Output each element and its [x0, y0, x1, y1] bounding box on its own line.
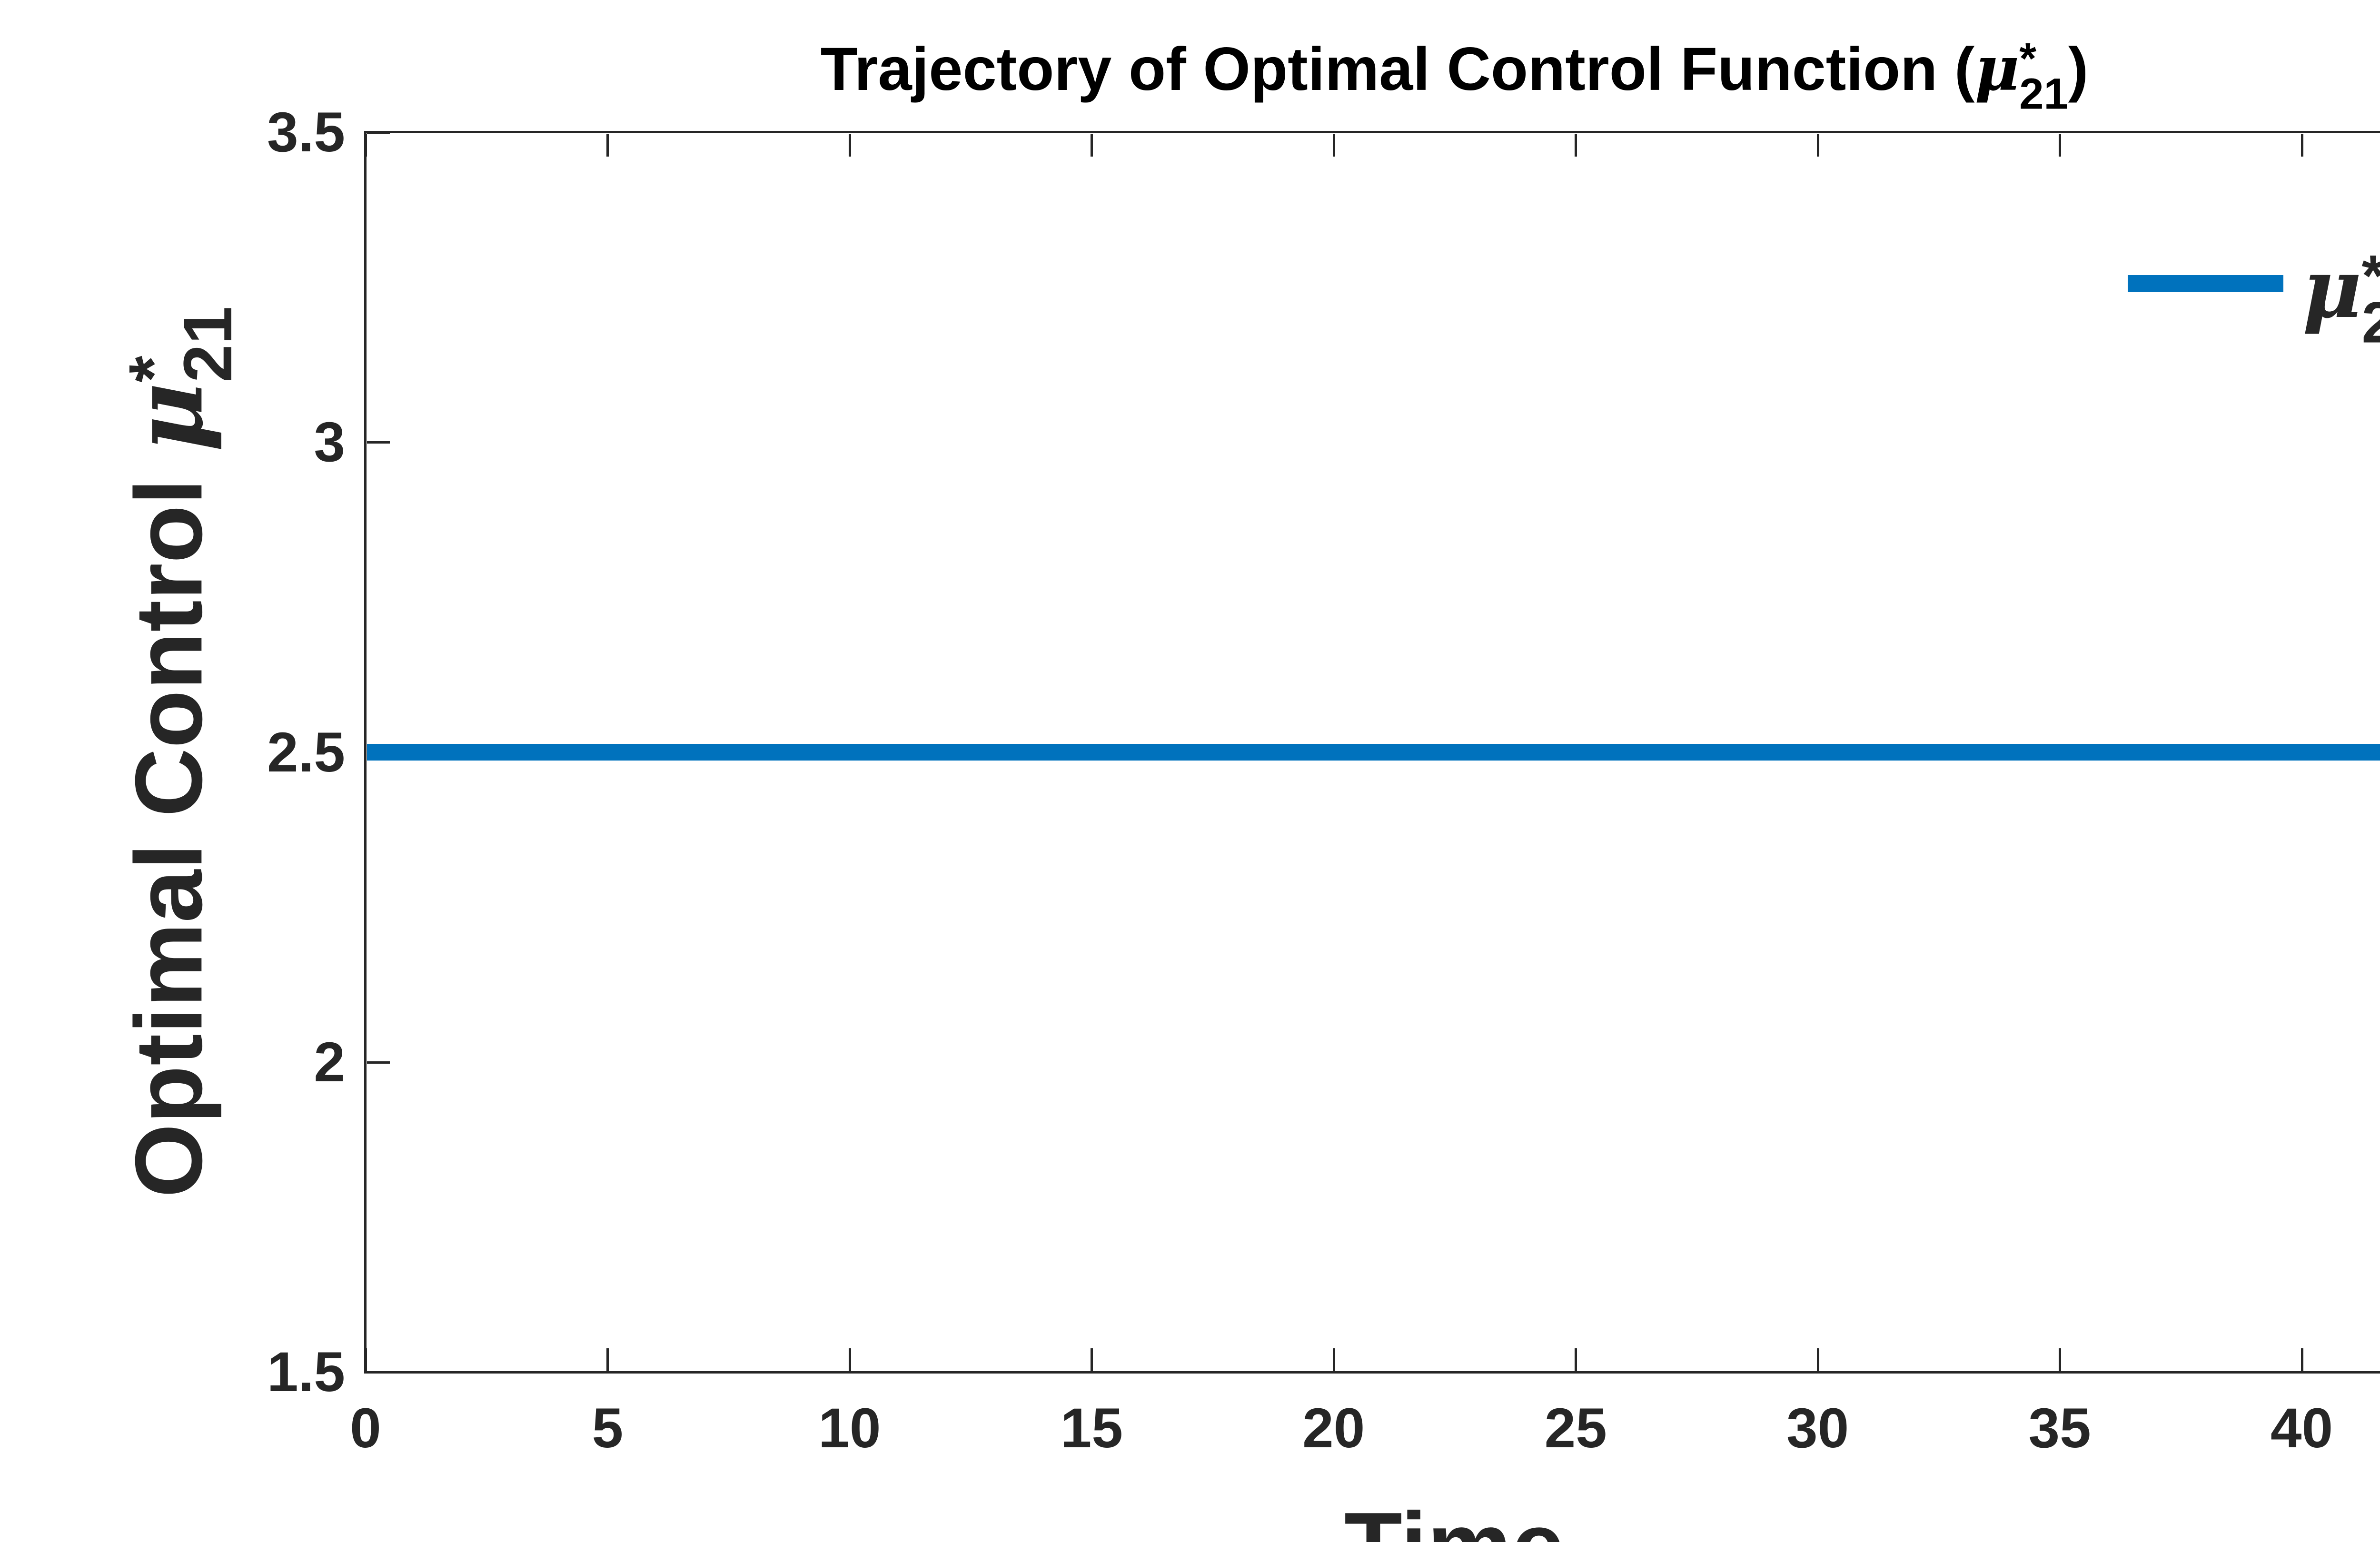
legend-mu-supsub: *21 [2361, 247, 2380, 355]
y-tick-label: 2.5 [267, 721, 345, 784]
x-tick-label: 10 [818, 1397, 881, 1460]
x-tick-mark-mirror [848, 134, 851, 157]
mu-subscript: 21 [169, 306, 247, 383]
x-tick-mark-mirror [1816, 134, 1819, 157]
y-tick-label: 3.5 [267, 101, 345, 164]
legend: μ*21 [2128, 205, 2380, 362]
x-tick-label: 5 [592, 1397, 624, 1460]
series-line-mu21-star [367, 744, 2380, 761]
chart-title-text: Trajectory of Optimal Control Function ( [820, 35, 1975, 103]
y-tick-label: 1.5 [267, 1341, 345, 1404]
y-tick-label: 2 [314, 1030, 345, 1094]
x-tick-mark [2059, 1348, 2062, 1371]
mu-superscript: * [2019, 34, 2037, 83]
y-tick-mark [367, 441, 390, 444]
x-tick-label: 35 [2028, 1397, 2091, 1460]
ylabel-mu-supsub: * 21 [115, 306, 247, 383]
legend-entry-label: μ*21 [2302, 241, 2380, 351]
x-tick-label: 25 [1544, 1397, 1607, 1460]
x-tick-mark-mirror [1332, 134, 1335, 157]
chart-title-close: ) [2068, 35, 2089, 103]
mu-glyph: μ [1974, 33, 2020, 105]
x-tick-label: 0 [350, 1397, 381, 1460]
x-axis-label-text: Time [1344, 1493, 1565, 1542]
mu-subscript: 21 [2019, 69, 2068, 119]
x-axis-label: Time [364, 1499, 2380, 1542]
x-tick-label: 40 [2270, 1397, 2333, 1460]
x-tick-mark-mirror [1091, 134, 1093, 157]
x-tick-label: 30 [1786, 1397, 1849, 1460]
x-tick-mark [2301, 1348, 2303, 1371]
title-mu-symbol: μ * 21 [1974, 33, 2068, 116]
x-tick-mark [1332, 1348, 1335, 1371]
chart-title: Trajectory of Optimal Control Function (… [364, 14, 2380, 124]
mu-glyph: μ [2302, 241, 2362, 336]
x-tick-mark-mirror [365, 134, 367, 157]
x-tick-mark [1816, 1348, 1819, 1371]
plot-area [364, 131, 2380, 1374]
y-tick-mark [367, 1061, 390, 1064]
x-tick-mark [848, 1348, 851, 1371]
x-tick-mark-mirror [606, 134, 609, 157]
x-tick-mark-mirror [2059, 134, 2062, 157]
x-tick-mark-mirror [1575, 134, 1577, 157]
mu-subscript: 21 [2361, 289, 2380, 355]
x-tick-mark [1091, 1348, 1093, 1371]
y-tick-label: 3 [314, 411, 345, 474]
x-tick-mark [365, 1348, 367, 1371]
y-tick-mark [367, 1371, 390, 1374]
legend-line-swatch [2128, 275, 2283, 292]
x-tick-mark-mirror [2301, 134, 2303, 157]
title-mu-supsub: * 21 [2019, 34, 2068, 119]
x-tick-label: 20 [1302, 1397, 1365, 1460]
x-tick-label: 15 [1060, 1397, 1123, 1460]
x-tick-mark [606, 1348, 609, 1371]
mu-superscript: * [2361, 247, 2380, 305]
y-tick-mark [367, 131, 390, 134]
x-tick-mark [1575, 1348, 1577, 1371]
